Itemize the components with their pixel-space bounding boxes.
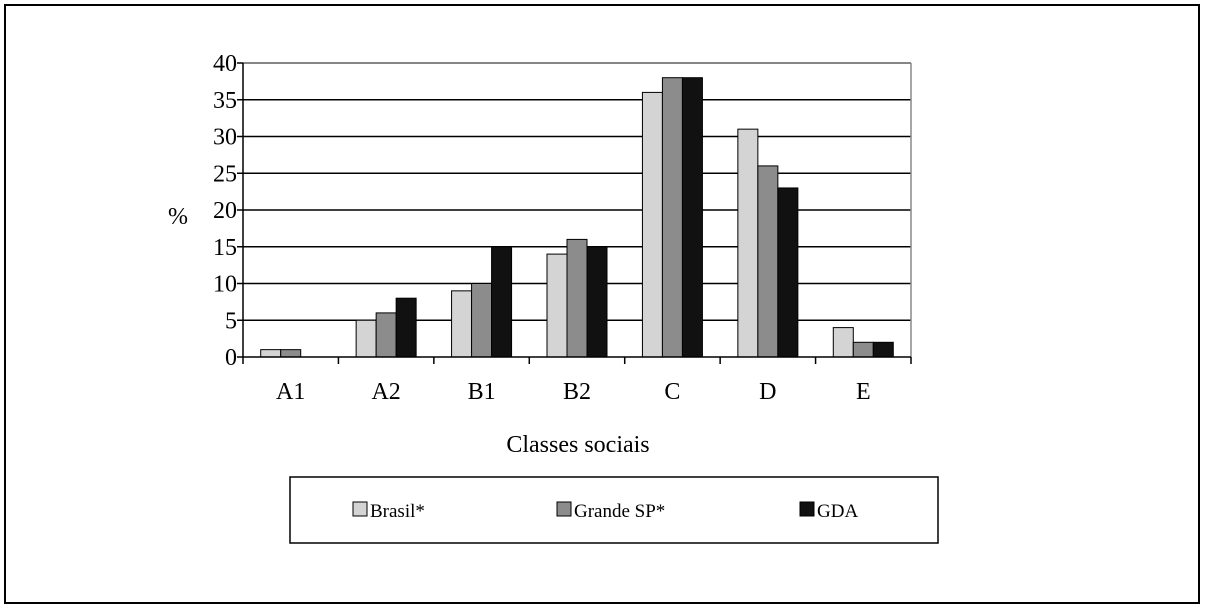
bar-e-2 bbox=[872, 341, 894, 358]
bar-a2-0 bbox=[355, 319, 377, 358]
x-tick-label: A1 bbox=[276, 379, 305, 405]
bar-c-1 bbox=[661, 77, 683, 358]
bar-d-0 bbox=[737, 128, 759, 358]
y-tick-label: 30 bbox=[213, 125, 237, 151]
bar-a1-1 bbox=[280, 349, 302, 358]
bar-e-1 bbox=[852, 341, 874, 358]
bar-b1-2 bbox=[491, 246, 513, 358]
x-tick-label: E bbox=[856, 379, 871, 405]
x-tick-labels: A1 A2 B1 B2 C D E bbox=[276, 379, 871, 405]
y-tick-label: 25 bbox=[213, 161, 237, 187]
bar-b2-0 bbox=[546, 253, 568, 358]
y-tick-label: 15 bbox=[213, 235, 237, 261]
bar-c-0 bbox=[641, 91, 663, 358]
bar-e-0 bbox=[832, 327, 854, 358]
y-tick-label: 20 bbox=[213, 198, 237, 224]
bars bbox=[260, 77, 894, 358]
legend-label: Grande SP* bbox=[574, 501, 665, 522]
bar-a1-0 bbox=[260, 349, 282, 358]
x-tick-label: B1 bbox=[468, 379, 496, 405]
bar-d-2 bbox=[777, 187, 799, 358]
legend-swatch bbox=[352, 501, 368, 517]
y-tick-label: 40 bbox=[213, 51, 237, 77]
bar-a2-1 bbox=[375, 312, 397, 358]
axes bbox=[237, 62, 912, 364]
y-tick-label: 10 bbox=[213, 272, 237, 298]
x-axis-label: Classes sociais bbox=[506, 432, 649, 458]
legend: Brasil* Grande SP* GDA bbox=[289, 476, 939, 544]
bar-b2-1 bbox=[566, 238, 588, 358]
legend-box bbox=[289, 476, 939, 544]
bar-b1-1 bbox=[471, 283, 493, 358]
bar-d-1 bbox=[757, 165, 779, 358]
legend-label: Brasil* bbox=[370, 501, 425, 522]
bar-b1-0 bbox=[451, 290, 473, 358]
x-tick-label: C bbox=[664, 379, 680, 405]
y-axis-label: % bbox=[168, 204, 188, 230]
legend-swatch bbox=[799, 501, 815, 517]
y-tick-label: 35 bbox=[213, 88, 237, 114]
x-tick-label: B2 bbox=[563, 379, 591, 405]
legend-label: GDA bbox=[817, 501, 858, 522]
bar-b2-2 bbox=[586, 246, 608, 358]
y-tick-label: 0 bbox=[225, 345, 237, 371]
legend-swatch bbox=[556, 501, 572, 517]
figure-frame bbox=[4, 4, 1200, 604]
y-tick-labels: 0 5 10 15 20 25 30 35 40 bbox=[213, 51, 237, 371]
bar-a2-2 bbox=[395, 297, 417, 358]
x-tick-label: A2 bbox=[371, 379, 400, 405]
bar-c-2 bbox=[681, 77, 703, 358]
y-tick-label: 5 bbox=[225, 308, 237, 334]
x-tick-label: D bbox=[759, 379, 776, 405]
